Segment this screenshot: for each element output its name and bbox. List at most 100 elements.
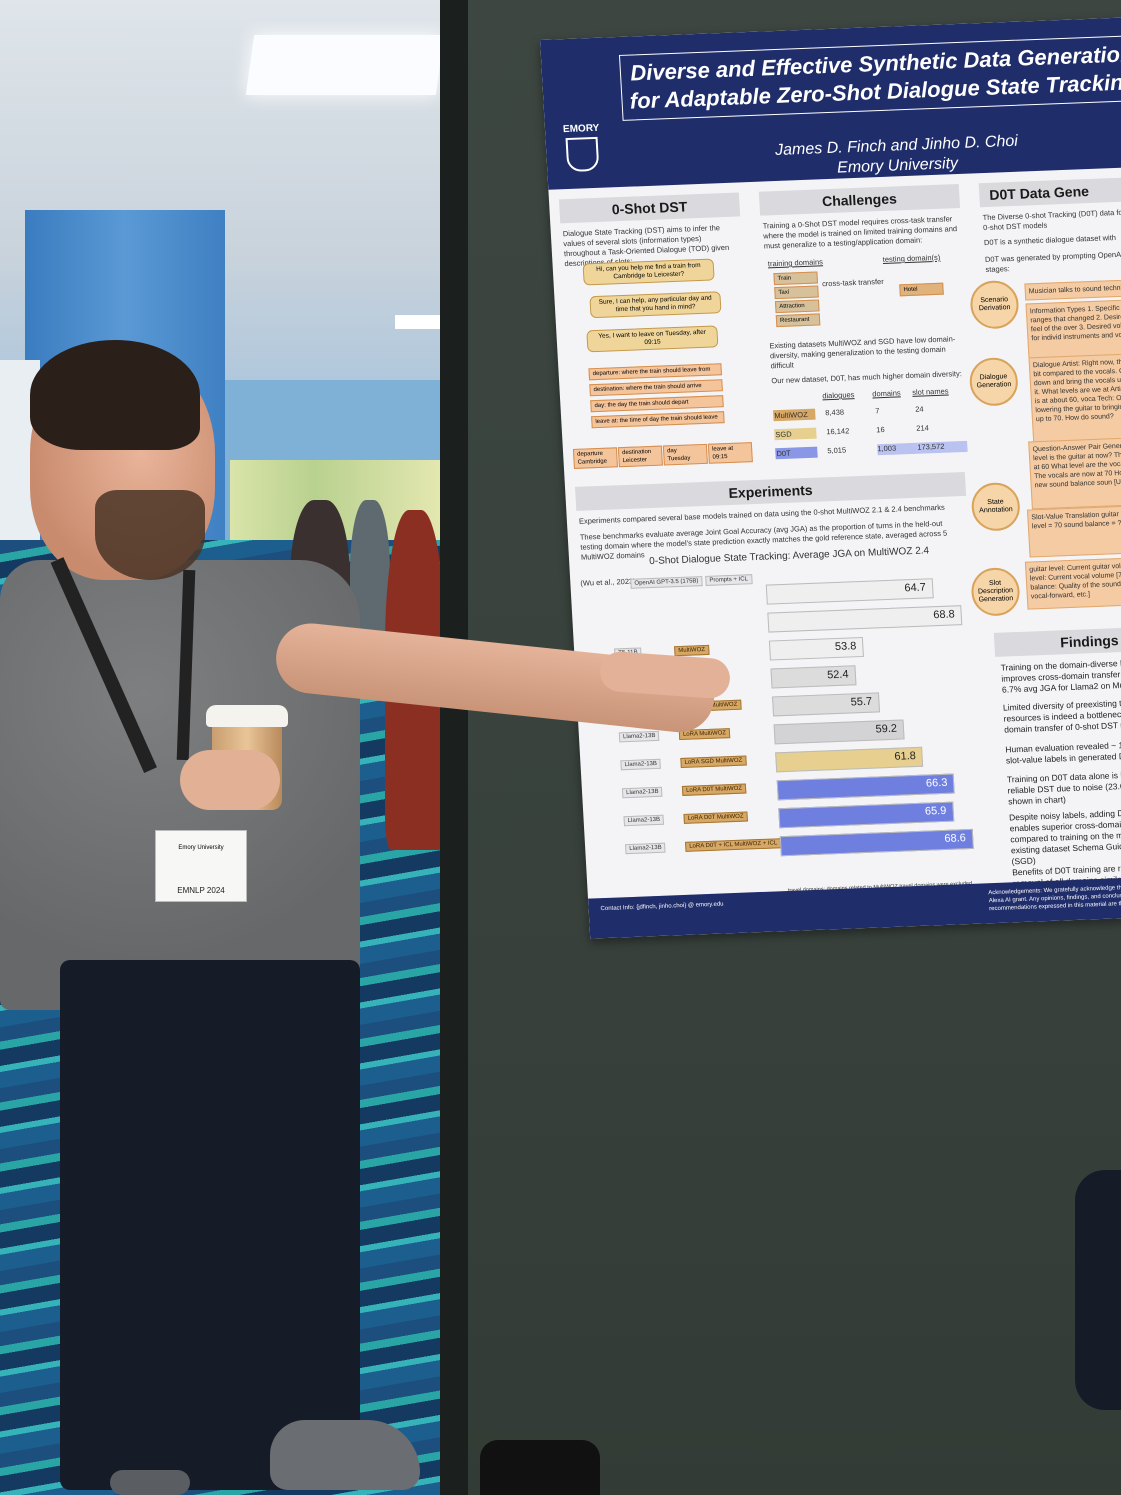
chart-bar: 68.6	[779, 828, 974, 857]
chart-bar: 64.7	[765, 578, 934, 605]
table-cell: 16	[876, 425, 885, 435]
challenges-text-2: Existing datasets MultiWOZ and SGD have …	[769, 334, 956, 371]
train-domain: Restaurant	[775, 313, 821, 328]
presenter-hair	[30, 340, 200, 450]
foreground-person-edge	[1075, 1170, 1121, 1410]
chart-bar: 59.2	[773, 719, 905, 745]
table-cell-name: MultiWOZ	[773, 408, 816, 422]
slot-name: destination	[622, 448, 652, 457]
presenter-shoe-back	[110, 1470, 190, 1495]
dialogue-user-1: Hi, can you help me find a train from Ca…	[582, 258, 715, 286]
chart-bar-value: 66.3	[925, 776, 948, 790]
chart-bar-value: 68.8	[932, 608, 956, 622]
slot-value: Leicester	[622, 457, 648, 465]
chart-bar-value: 55.7	[850, 695, 873, 709]
transfer-label: cross-task transfer	[821, 276, 884, 289]
table-row: D0T 5,015 1,003 173,572	[775, 440, 975, 460]
poster-header: EMORY Diverse and Effective Synthetic Da…	[540, 16, 1121, 190]
table-header: slot names	[912, 386, 949, 397]
badge-event: EMNLP 2024	[177, 886, 225, 895]
contact-info: Contact Info: {jdfinch, jinho.choi} @ em…	[600, 901, 724, 913]
slot-value: Tuesday	[667, 455, 691, 463]
dialogue-user-2: Yes, I want to leave on Tuesday, after 0…	[586, 325, 719, 353]
stage-slot-description: Slot Description Generation	[970, 566, 1021, 617]
chart-bar: 52.4	[770, 665, 857, 689]
name-badge: Emory University EMNLP 2024	[155, 830, 247, 902]
stage-box-dialogue: Dialogue Artist: Right now, the guitar i…	[1028, 352, 1121, 444]
stage-box-qa: Question-Answer Pair Generation What lev…	[1028, 436, 1121, 510]
dialogue-system-1: Sure, I can help, any particular day and…	[589, 291, 722, 319]
coffee-cup-lid	[206, 705, 288, 727]
poster-authors: James D. Finch and Jinho D. Choi Emory U…	[696, 129, 1098, 184]
slot-value: 09:15	[712, 454, 728, 461]
finding-2: Limited diversity of preexisting trainin…	[1002, 697, 1121, 735]
chart-model-label: Llama2-13B	[618, 730, 660, 743]
train-domain: Train	[773, 271, 819, 286]
slot-value-departure: departure Cambridge	[572, 447, 618, 469]
section-challenges: Challenges	[758, 184, 961, 216]
stage-box-slot-desc: guitar level: Current guitar volume [60,…	[1024, 555, 1121, 610]
finding-1: Training on the domain-diverse D0T data …	[1000, 656, 1121, 695]
table-cell: 173,572	[917, 440, 968, 454]
board-foot	[480, 1440, 600, 1495]
presenter-shoe	[270, 1420, 420, 1490]
slot-name: day	[666, 447, 678, 455]
logo-text: EMORY	[562, 122, 600, 136]
ceiling-light	[245, 35, 445, 95]
chart-model-label: Llama2-13B	[620, 758, 662, 771]
chart-bar-value: 65.9	[924, 804, 947, 818]
stage-dialogue-generation: Dialogue Generation	[968, 356, 1020, 407]
chart-bar-value: 53.8	[834, 640, 857, 654]
section-zero-shot-dst: 0-Shot DST	[558, 192, 741, 224]
chart-bar-value: 59.2	[875, 722, 898, 736]
stage-box-slot-value: Slot-Value Translation guitar level = 60…	[1026, 503, 1121, 558]
table-cell: 8,438	[825, 407, 845, 418]
section-findings: Findings	[993, 625, 1121, 657]
chart-bar-value: 61.8	[894, 749, 917, 763]
section-dot: D0T Data Gene	[978, 175, 1121, 208]
poster-board-edge	[440, 0, 468, 1495]
table-cell: 7	[874, 406, 880, 416]
slot-desc-destination: destination: where the train should arri…	[589, 379, 723, 397]
table-cell: 24	[914, 404, 924, 414]
chart-model-label: Llama2-13B	[621, 786, 663, 799]
table-cell-name: D0T	[775, 446, 818, 460]
chart-model-label: Llama2-13B	[623, 814, 665, 827]
table-cell: 214	[916, 423, 930, 433]
chart-bar-value: 52.4	[826, 668, 849, 682]
chart-bar: 61.8	[775, 746, 924, 773]
finding-5: Despite noisy labels, adding D0T trainin…	[1008, 807, 1121, 867]
slot-value-destination: destination Leicester	[617, 445, 663, 468]
presenter-pants	[60, 960, 360, 1490]
table-cell: 5,015	[827, 445, 847, 456]
chart-bar: 66.3	[776, 773, 956, 801]
slot-name: departure	[577, 450, 604, 458]
chart-training-label: LoRA D0T + ICL MultiWOZ + ICL	[684, 838, 782, 852]
test-domain: Hotel	[899, 282, 944, 297]
testing-domains-label: testing domain(s)	[882, 252, 941, 264]
presenter-holding-hand	[180, 750, 280, 810]
table-cell: 16,142	[826, 426, 850, 437]
chart-model-label: Llama2-13B	[625, 842, 666, 855]
chart-training-label: LoRA D0T MultiWOZ	[683, 811, 748, 824]
challenges-text-3: Our new dataset, D0T, has much higher do…	[771, 369, 963, 386]
slot-desc-leave-at: leave at: the time of day the train shou…	[591, 411, 725, 429]
table-header: dialogues	[822, 390, 855, 401]
stage-scenario-derivation: Scenario Derivation	[969, 279, 1020, 330]
stage-box-info-types: Information Types 1. Specific frequency …	[1025, 298, 1121, 360]
slot-name: leave at	[711, 445, 734, 453]
chart-bar: 65.9	[778, 801, 954, 829]
slot-value: Cambridge	[577, 458, 608, 466]
acknowledgements: Acknowledgements: We gratefully acknowle…	[988, 883, 1121, 913]
badge-university: Emory University	[178, 845, 224, 851]
finding-3: Human evaluation revealed ~ 18% incorrec…	[1005, 738, 1121, 766]
chart-bar-value: 68.6	[944, 832, 967, 845]
dot-text-3: D0T was generated by prompting OpenA sev…	[984, 249, 1121, 275]
chart-training-label: LoRA D0T MultiWOZ	[681, 783, 747, 796]
table-header: domains	[872, 388, 901, 399]
table-row: SGD 16,142 16 214	[774, 422, 974, 441]
slot-desc-departure: departure: where the train should leave …	[588, 363, 722, 381]
train-domain: Attraction	[774, 299, 820, 314]
presenter-beard	[95, 490, 205, 580]
stage-state-annotation: State Annotation	[970, 481, 1022, 532]
